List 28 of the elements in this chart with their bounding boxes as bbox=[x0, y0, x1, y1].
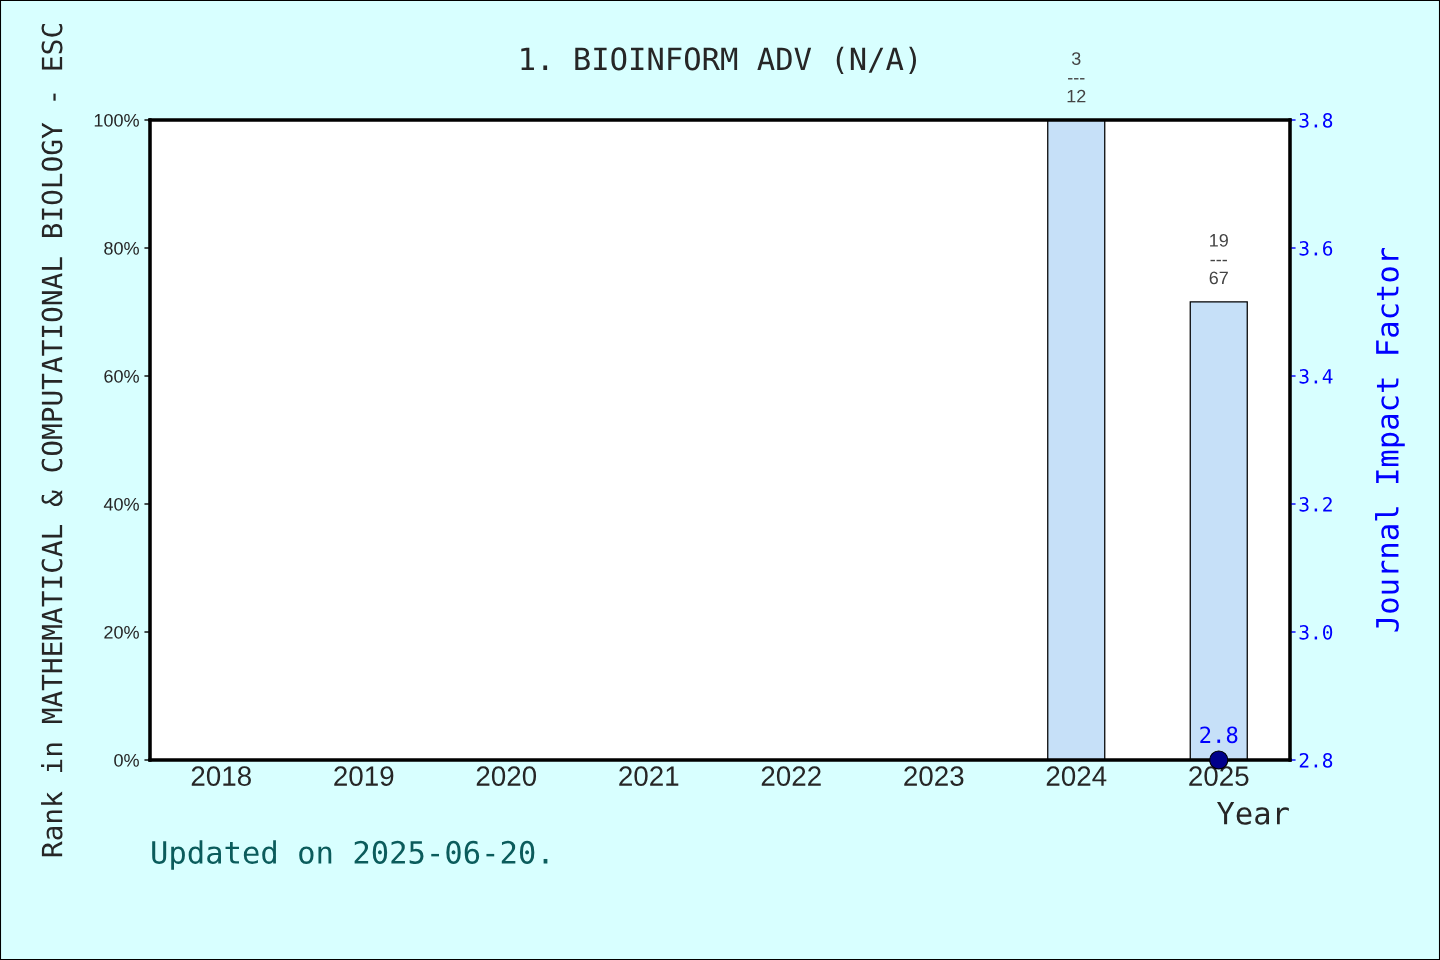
y-tick-label: 0% bbox=[114, 753, 139, 767]
y-tick-label: 40% bbox=[103, 497, 139, 511]
y2-tick-label: 3.8 bbox=[1299, 113, 1333, 128]
text: Updated on 2025-06-20. bbox=[152, 840, 548, 870]
y-tick-label: 80% bbox=[104, 241, 139, 255]
x-tick-label: 2019 bbox=[334, 766, 394, 786]
y-tick-label: 100% bbox=[94, 113, 139, 127]
x-tick-label: 2025 bbox=[1189, 766, 1249, 786]
y2-axis-title: Journal Impact Factor bbox=[1375, 248, 1405, 632]
y2-tick-label: 3.2 bbox=[1299, 497, 1332, 512]
x-tick-label: 2020 bbox=[476, 766, 537, 786]
y2-tick-label: 3.4 bbox=[1299, 369, 1333, 384]
data-label: 2.8 bbox=[1200, 726, 1238, 744]
x-tick-label: 2023 bbox=[904, 766, 964, 786]
annotation: 3 --- 12 bbox=[1067, 52, 1086, 103]
x-tick-label: 2022 bbox=[761, 766, 821, 786]
y-tick-label: 20% bbox=[104, 625, 139, 639]
x-tick-label: 2018 bbox=[191, 766, 251, 786]
x-tick-label: 2024 bbox=[1046, 766, 1107, 786]
annotation: 19 --- 67 bbox=[1209, 233, 1228, 285]
x-tick-label: 2021 bbox=[619, 766, 679, 786]
x-axis-title: Year bbox=[1216, 802, 1289, 825]
y-axis-title: Rank in MATHEMATICAL & COMPUTATIONAL BIOLOGY - ESC bbox=[41, 24, 63, 857]
chart-title: 1. BIOINFORM ADV (N/A) bbox=[521, 46, 917, 75]
y2-tick-label: 3.0 bbox=[1299, 625, 1333, 640]
y2-tick-label: 2.8 bbox=[1299, 753, 1333, 768]
y-tick-label: 60% bbox=[104, 369, 139, 383]
y2-tick-label: 3.6 bbox=[1299, 241, 1333, 256]
